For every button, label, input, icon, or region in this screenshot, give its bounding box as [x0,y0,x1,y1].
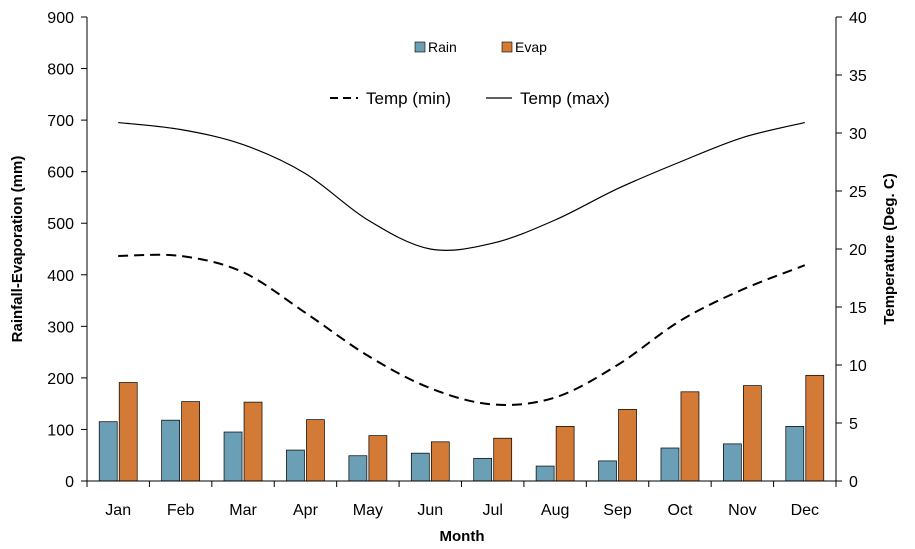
bar-rain-nov [723,443,742,482]
x-tick-label: Nov [728,502,756,519]
bar-rain-jul [473,457,493,482]
bar-rain-mar [223,431,243,482]
bar-evap-aug [555,426,575,482]
bar-evap-mar [243,401,263,482]
x-tick-label: Sep [603,502,632,519]
x-tick-label: Jun [417,502,443,519]
legend-label-temp-max: Temp (max) [520,89,610,108]
legend-label-rain: Rain [428,39,457,55]
left-y-tick-label: 800 [47,62,74,79]
x-tick-label: Oct [668,502,693,519]
bars-layer [98,374,825,482]
left-y-tick-label: 400 [47,268,74,285]
legend: Rain Temp (min) Evap Temp (min) Temp (ma… [330,39,610,108]
left-y-tick-label: 200 [47,371,74,388]
bar-evap-feb [181,401,200,482]
x-tick-label: Jul [482,502,502,519]
bar-rain-may [348,455,368,482]
x-axis-label: Month [440,528,485,545]
left-y-tick-label: 600 [47,165,74,182]
right-y-tick-label: 20 [849,242,867,259]
bar-rain-dec [785,426,805,482]
line-temp-min [118,253,806,406]
left-y-tick-label: 900 [47,10,74,27]
right-y-tick-label: 5 [849,416,858,433]
right-y-tick-label: 0 [849,474,858,491]
left-y-tick-label: 0 [65,474,74,491]
left-y-tick-label: 100 [47,422,74,439]
right-y-tick-label: 30 [849,126,867,143]
x-tick-label: Mar [229,502,257,519]
bar-rain-jan [98,421,118,482]
left-y-tick-label: 700 [47,113,74,130]
x-tick-label: Aug [541,502,569,519]
line-temp-max [118,121,805,252]
legend-swatch-evap [501,41,513,53]
y-axis-label-right: Temperature (Deg. C) [881,173,898,324]
x-tick-label: Jan [105,502,131,519]
right-y-tick-label: 25 [849,184,867,201]
legend-swatch-rain [414,41,426,53]
bar-evap-oct [680,391,700,482]
right-y-tick-label: 10 [849,358,867,375]
bar-evap-sep [618,408,637,482]
bar-rain-sep [598,460,617,482]
bar-rain-aug [535,465,555,482]
bar-rain-oct [660,447,680,482]
bar-rain-feb [161,419,180,482]
x-tick-label: Feb [167,502,195,519]
bar-rain-jun [410,452,430,482]
lines-layer [118,121,806,406]
left-y-tick-label: 300 [47,319,74,336]
x-tick-label: Dec [791,502,819,519]
x-tick-label: May [353,502,383,519]
legend-label-temp-min: Temp (min) [366,89,451,108]
bar-evap-nov [743,385,762,482]
right-y-tick-label: 35 [849,68,867,85]
bar-evap-jan [118,382,138,482]
bar-evap-jul [493,437,513,482]
legend-label-evap-text: Evap [515,39,547,55]
ticks-layer: 0 100 200 300 400 500 600 700 800 900 0 5 10 15 20 25 30… [47,10,867,519]
right-y-tick-label: 40 [849,10,867,27]
bar-evap-may [368,435,388,482]
bar-evap-dec [805,374,825,482]
x-tick-label: Apr [293,502,319,519]
right-y-tick-label: 15 [849,300,867,317]
left-y-tick-label: 500 [47,216,74,233]
y-axis-label-left: Rainfall-Evaporation (mm) [9,156,26,343]
bar-evap-jun [430,441,450,482]
bar-evap-apr [306,419,325,482]
bar-rain-apr [286,449,305,482]
